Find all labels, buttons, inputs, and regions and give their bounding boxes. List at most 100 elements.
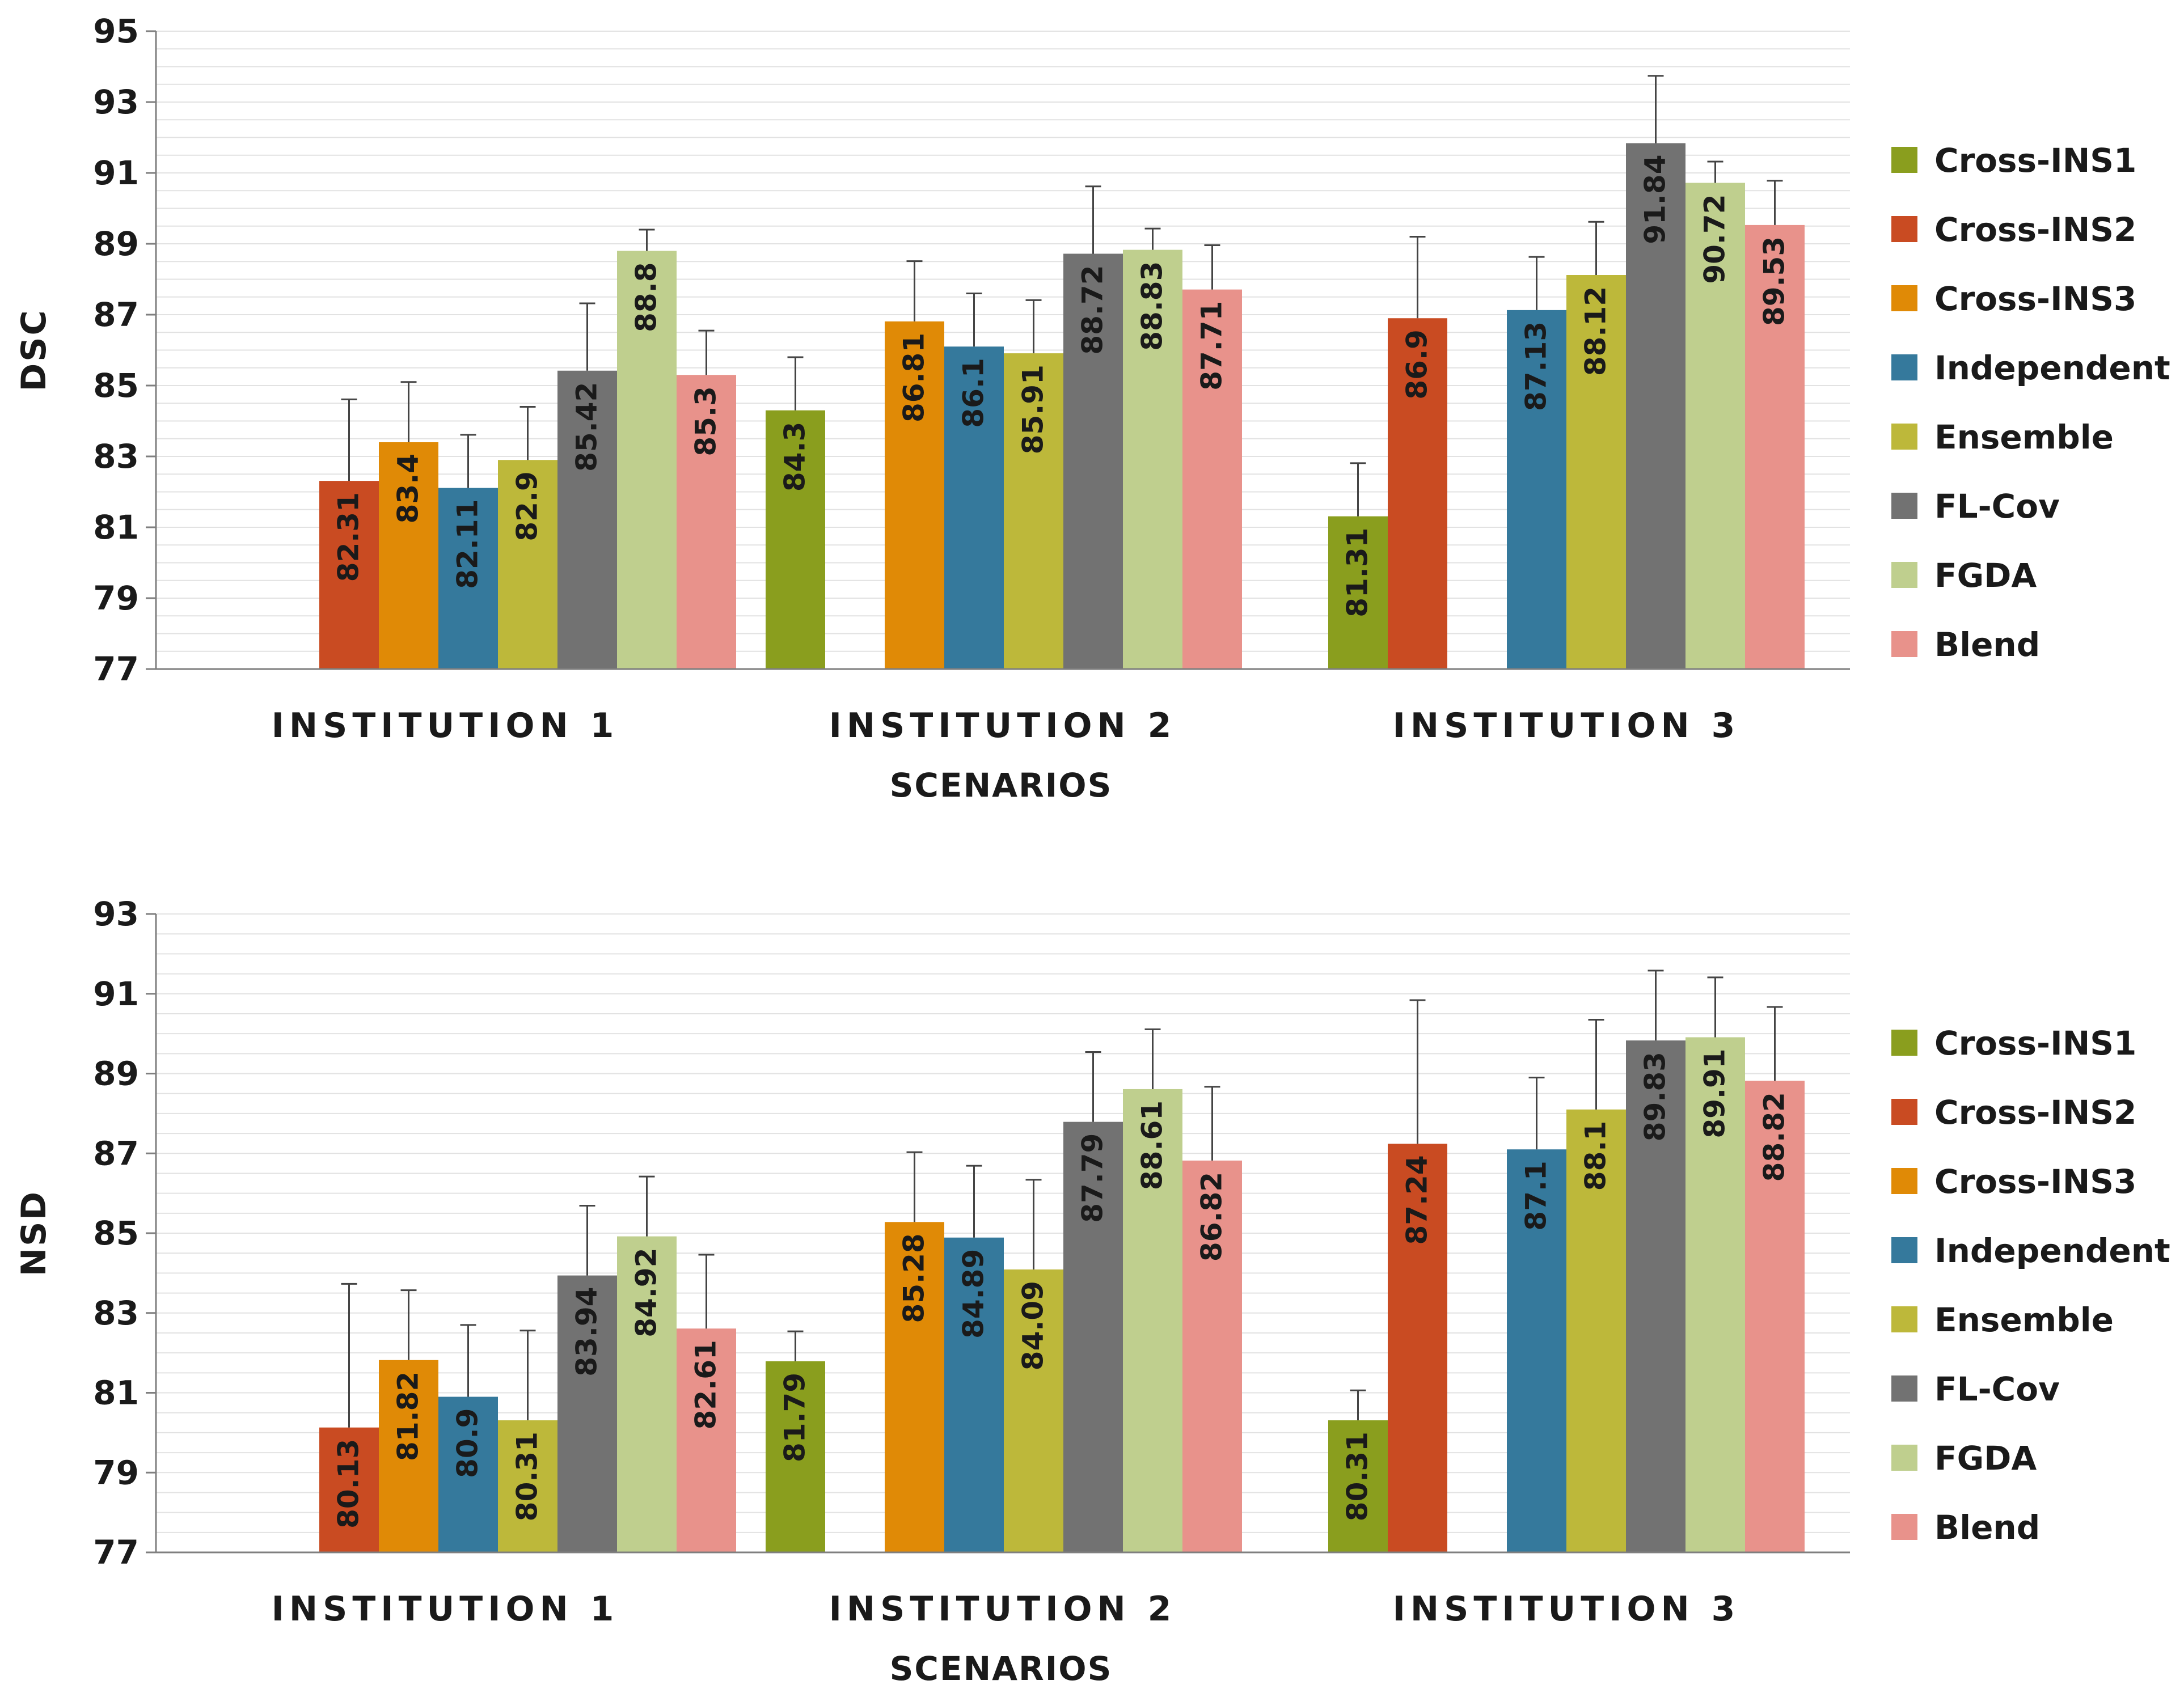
legend-label: FGDA (1934, 556, 2037, 595)
data-label: 85.42 (571, 382, 603, 472)
bar-fgda (1123, 1089, 1182, 1552)
bar-blend (1182, 289, 1242, 669)
legend-swatch (1891, 216, 1917, 242)
bar-fl-cov (557, 370, 617, 669)
bar-independent (944, 346, 1004, 669)
legend-label: Blend (1934, 625, 2040, 664)
bar-ensemble (1566, 275, 1626, 669)
bar-blend (677, 1328, 736, 1552)
y-tick-label: 77 (93, 1533, 139, 1572)
data-label: 81.79 (779, 1373, 812, 1462)
legend-swatch (1891, 1030, 1917, 1056)
legend-label: Cross-INS1 (1934, 1024, 2136, 1063)
data-label: 84.89 (957, 1249, 990, 1339)
data-label: 84.92 (630, 1248, 663, 1338)
bar-fgda (1685, 183, 1745, 669)
data-label: 87.13 (1520, 321, 1553, 411)
bar-fl-cov (557, 1275, 617, 1552)
y-tick-label: 77 (93, 650, 139, 688)
bar-independent (438, 488, 498, 669)
bar-fl-cov (1626, 143, 1685, 669)
legend-swatch (1891, 1375, 1917, 1402)
data-label: 87.79 (1076, 1133, 1109, 1223)
legend-swatch (1891, 285, 1917, 311)
legend-label: Cross-INS2 (1934, 210, 2136, 249)
bars: 84.3 81.31 82.31 86.9 83.4 86.81 82.11 86.1 87.1… (319, 75, 1805, 669)
legend-label: Cross-INS2 (1934, 1093, 2136, 1132)
bar-independent (1507, 310, 1566, 669)
y-tick-label: 87 (93, 1134, 139, 1173)
bar-cross-ins3 (379, 1360, 438, 1552)
y-tick-label: 79 (93, 1453, 139, 1492)
category-label: INSTITUTION 2 (829, 1589, 1177, 1629)
category-label: INSTITUTION 2 (829, 706, 1177, 746)
bar-cross-ins2 (1388, 1144, 1447, 1552)
bar-cross-ins1 (766, 1361, 825, 1552)
legend-label: Cross-INS3 (1934, 280, 2136, 318)
data-label: 83.94 (571, 1287, 603, 1377)
data-label: 82.31 (332, 492, 365, 582)
legend-swatch (1891, 1168, 1917, 1194)
bar-fl-cov (1063, 1121, 1123, 1552)
data-label: 84.3 (779, 422, 812, 492)
bar-cross-ins1 (766, 410, 825, 669)
data-label: 80.31 (1341, 1432, 1374, 1521)
legend-swatch (1891, 493, 1917, 519)
bar-ensemble (498, 460, 557, 669)
data-label: 88.12 (1579, 286, 1612, 376)
y-tick-label: 91 (93, 154, 139, 192)
legend-label: FL-Cov (1934, 487, 2060, 526)
data-label: 89.91 (1699, 1048, 1731, 1138)
bar-blend (1182, 1160, 1242, 1552)
data-label: 85.3 (690, 386, 723, 456)
category-label: INSTITUTION 3 (1393, 706, 1741, 746)
y-tick-label: 93 (93, 83, 139, 121)
data-label: 81.31 (1341, 528, 1374, 617)
y-axis-ticks: 77 79 81 83 85 87 89 91 93 (93, 895, 156, 1572)
bar-ensemble (1004, 353, 1063, 669)
bar-ensemble (1004, 1269, 1063, 1552)
y-tick-label: 87 (93, 295, 139, 334)
bar-fgda (617, 1236, 677, 1552)
data-label: 87.1 (1520, 1161, 1553, 1230)
data-label: 84.09 (1017, 1281, 1050, 1370)
data-label: 91.84 (1639, 155, 1672, 244)
x-axis-title: SCENARIOS (890, 766, 1113, 805)
legend-label: Cross-INS3 (1934, 1162, 2136, 1201)
data-label: 88.1 (1579, 1121, 1612, 1191)
bar-ensemble (498, 1420, 557, 1552)
category-label: INSTITUTION 3 (1393, 1589, 1741, 1629)
y-axis-title: DSC (14, 308, 54, 391)
y-tick-label: 89 (93, 225, 139, 263)
data-label: 80.31 (511, 1432, 544, 1521)
bar-ensemble (1566, 1109, 1626, 1552)
bar-fgda (617, 251, 677, 669)
nsd-chart: 77798183858789919381.7980.3180.1387.2481… (14, 895, 2170, 1688)
legend-swatch (1891, 1514, 1917, 1540)
legend-swatch (1891, 631, 1917, 657)
legend-swatch (1891, 1445, 1917, 1471)
legend-swatch (1891, 562, 1917, 588)
data-label: 83.4 (392, 454, 425, 523)
legend-swatch (1891, 1099, 1917, 1125)
bar-fgda (1123, 249, 1182, 669)
data-label: 85.28 (898, 1233, 931, 1323)
data-label: 86.1 (957, 358, 990, 428)
data-label: 87.71 (1196, 301, 1228, 391)
data-label: 88.61 (1136, 1101, 1169, 1190)
y-axis-ticks: 77 79 81 83 85 87 89 91 93 95 (93, 12, 156, 688)
data-label: 82.11 (451, 500, 484, 589)
bar-cross-ins1 (1328, 516, 1388, 669)
data-label: 88.82 (1758, 1092, 1791, 1182)
legend: Cross-INS1 Cross-INS2 Cross-INS3 Independen… (1891, 141, 2170, 664)
data-label: 82.61 (690, 1340, 723, 1429)
legend-label: Ensemble (1934, 1301, 2114, 1339)
legend-swatch (1891, 354, 1917, 380)
legend-label: Independent (1934, 1231, 2170, 1270)
bars: 81.79 80.31 80.13 87.24 81.82 85.28 80.9 84.89 8… (319, 970, 1805, 1552)
y-tick-label: 95 (93, 12, 139, 50)
legend-label: FL-Cov (1934, 1370, 2060, 1408)
legend-label: Ensemble (1934, 418, 2114, 456)
y-tick-label: 93 (93, 895, 139, 933)
bar-cross-ins2 (319, 1427, 379, 1552)
